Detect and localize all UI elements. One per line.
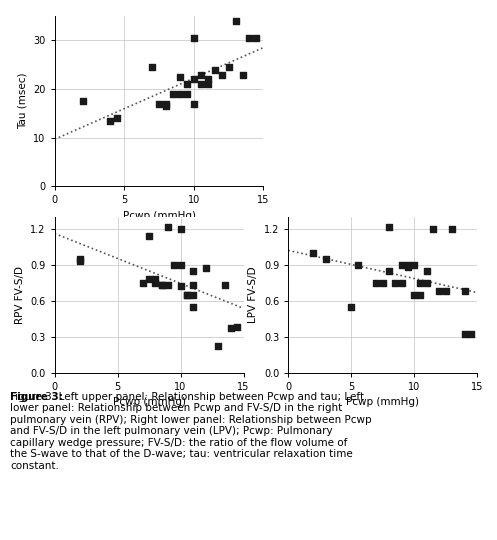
Point — [76, 257, 84, 266]
Point — [391, 279, 399, 287]
Point — [353, 261, 361, 269]
Point — [183, 291, 191, 299]
Point — [211, 65, 219, 74]
Point — [183, 80, 191, 89]
Point — [423, 267, 431, 275]
Point — [189, 291, 197, 299]
X-axis label: Pcwp (mmHg): Pcwp (mmHg) — [123, 211, 195, 221]
Point — [202, 264, 210, 273]
Point — [204, 75, 212, 84]
Point — [252, 33, 260, 42]
Point — [169, 90, 177, 98]
Text: Figure 3:: Figure 3: — [10, 392, 63, 402]
Point — [416, 279, 424, 287]
Point — [214, 342, 222, 350]
Point — [189, 281, 197, 289]
X-axis label: Pcwp (mmHg): Pcwp (mmHg) — [113, 397, 185, 407]
Point — [139, 279, 147, 287]
Point — [164, 222, 172, 231]
Point — [204, 80, 212, 89]
Point — [79, 97, 86, 105]
Point — [158, 281, 166, 289]
Point — [76, 254, 84, 263]
Point — [164, 281, 172, 289]
Point — [152, 279, 160, 287]
Point — [461, 330, 469, 339]
Point — [176, 282, 184, 291]
Point — [322, 254, 330, 263]
Point — [145, 275, 153, 284]
Point — [190, 33, 198, 42]
Point — [429, 225, 437, 233]
Point — [233, 323, 241, 332]
Point — [113, 114, 121, 123]
Point — [221, 281, 229, 289]
Point — [152, 275, 160, 284]
Point — [435, 287, 443, 295]
Point — [410, 261, 418, 269]
Point — [227, 324, 235, 333]
Point — [197, 70, 205, 79]
Point — [197, 80, 205, 89]
Point — [347, 302, 355, 311]
Point — [398, 261, 406, 269]
Point — [218, 70, 226, 79]
Point — [423, 279, 431, 287]
Y-axis label: LPV FV-S/D: LPV FV-S/D — [248, 267, 258, 323]
Point — [379, 279, 387, 287]
Point — [310, 248, 318, 257]
X-axis label: Pcwp (mmHg): Pcwp (mmHg) — [346, 397, 419, 407]
Y-axis label: RPV FV-S/D: RPV FV-S/D — [15, 266, 25, 324]
Point — [183, 291, 191, 299]
Point — [385, 222, 393, 231]
Point — [190, 99, 198, 108]
Point — [232, 17, 240, 25]
Point — [162, 99, 170, 108]
Point — [461, 287, 469, 295]
Point — [385, 267, 393, 275]
Point — [148, 63, 156, 71]
Point — [246, 33, 253, 42]
Point — [145, 232, 153, 240]
Point — [170, 261, 178, 269]
Point — [442, 287, 450, 295]
Point — [416, 291, 424, 299]
Point — [176, 225, 184, 233]
Point — [155, 99, 163, 108]
Point — [176, 90, 184, 98]
Point — [189, 267, 197, 275]
Point — [106, 116, 114, 125]
Point — [398, 279, 406, 287]
Point — [190, 75, 198, 84]
Point — [404, 261, 412, 269]
Point — [162, 102, 170, 110]
Point — [189, 302, 197, 311]
Point — [183, 90, 191, 98]
Point — [176, 72, 184, 81]
Point — [176, 261, 184, 269]
Point — [410, 291, 418, 299]
Point — [467, 330, 475, 339]
Point — [239, 70, 247, 79]
Point — [448, 225, 456, 233]
Point — [158, 281, 166, 289]
Text: Figure 3: Left upper panel: Relationship between Pcwp and tau; Left
lower panel:: Figure 3: Left upper panel: Relationship… — [10, 392, 372, 471]
Point — [372, 279, 380, 287]
Point — [225, 63, 233, 71]
Point — [404, 263, 412, 272]
Y-axis label: Tau (msec): Tau (msec) — [18, 73, 28, 130]
